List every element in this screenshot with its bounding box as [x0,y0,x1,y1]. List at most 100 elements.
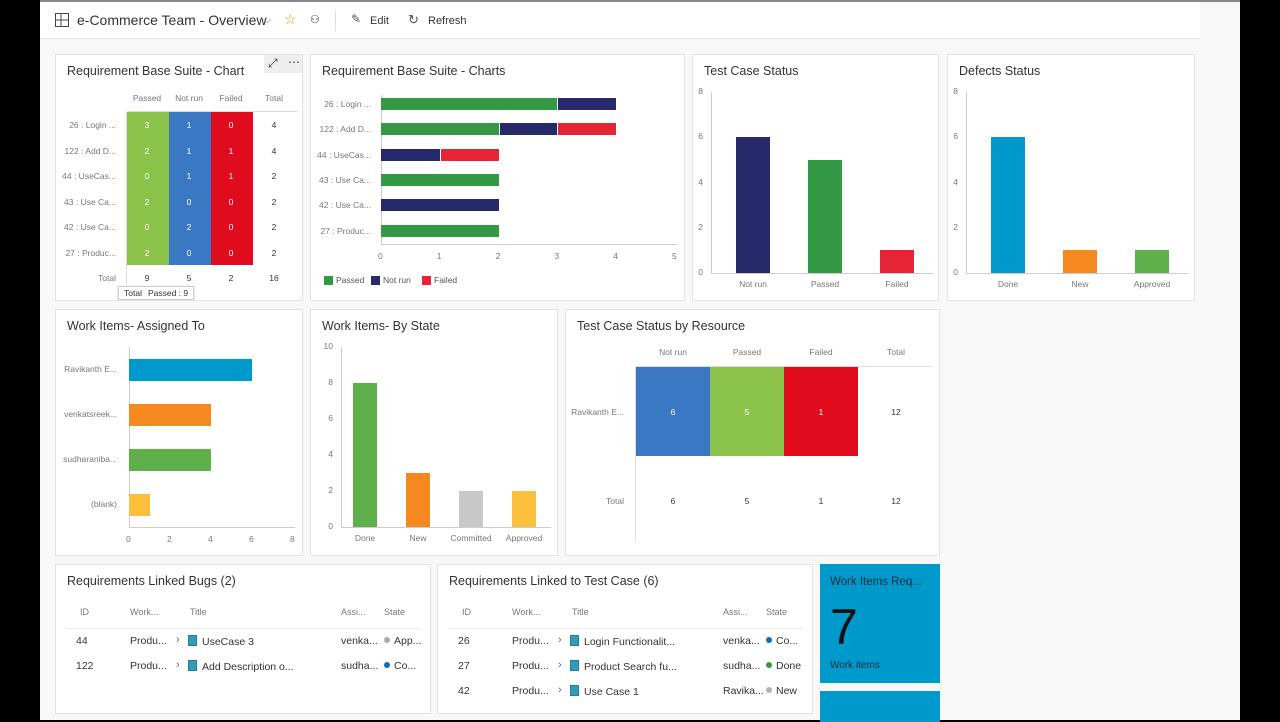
item-title-link[interactable]: Product Search fu... [570,660,677,673]
widget-requirement-base-suite-charts[interactable]: Requirement Base Suite - Charts 26 : Log… [310,54,685,301]
cell-value[interactable]: 0 [228,248,234,258]
bar-passed[interactable] [381,224,499,237]
bar[interactable] [129,494,150,516]
cell-block-failed[interactable] [784,367,858,456]
widget-defects-status[interactable]: Defects Status 0 2 4 6 8 Done New Approved [947,54,1195,301]
cell-value[interactable]: 0 [228,222,234,233]
cell-value[interactable]: 5 [744,407,750,417]
cell-block-not-run[interactable] [636,367,710,456]
widget-requirements-linked-bugs[interactable]: Requirements Linked Bugs (2) ID Work... Ti… [55,564,431,714]
bar-approved[interactable] [512,491,536,527]
cell-value[interactable]: 4 [271,145,277,156]
cell-value[interactable]: 0 [144,171,150,182]
cell-value[interactable]: 1 [186,171,192,182]
column-header[interactable]: State [384,607,406,617]
bar-done[interactable] [991,137,1025,273]
widget-requirement-base-suite-chart[interactable]: Requirement Base Suite - Chart ⤢ ⋯ Passe… [55,54,303,301]
bar-passed[interactable] [381,173,499,186]
legend-label[interactable]: Failed [434,275,458,285]
team-members-icon[interactable]: ⚇ [310,14,320,26]
widget-work-items-assigned-to[interactable]: Work Items- Assigned To Ravikanth E... ve… [55,309,303,556]
bar-passed[interactable] [808,159,842,273]
expand-icon[interactable]: ⤢ [268,56,278,70]
cell-value[interactable]: 2 [271,171,277,182]
list-item[interactable]: 26 Produ... › Login Functionalit... venka...… [438,634,808,657]
list-item[interactable]: 44 Produ... › UseCase 3 venka... App... [56,634,426,657]
column-header[interactable]: State [766,607,788,617]
chevron-right-icon[interactable]: › [558,684,562,696]
cell-value[interactable]: 2 [144,145,150,156]
bar-passed[interactable] [381,123,499,136]
bar-not-run[interactable] [381,148,440,161]
bar[interactable] [129,359,252,381]
column-header[interactable]: Work... [130,607,159,617]
widget-test-case-status[interactable]: Test Case Status 0 2 4 6 8 Not run Passed Faile… [692,54,939,301]
legend-label[interactable]: Not run [383,275,411,285]
column-header[interactable]: Work... [512,607,541,617]
tile[interactable] [820,691,940,722]
chevron-right-icon[interactable]: › [558,634,562,646]
bar-not-run[interactable] [558,98,617,110]
bar-failed[interactable] [440,148,499,161]
dashboard-title[interactable]: e-Commerce Team - Overview [77,12,267,28]
column-header[interactable]: ID [80,607,89,617]
bar-passed[interactable] [381,98,558,110]
cell-value[interactable]: 4 [271,120,277,130]
list-item[interactable]: 27 Produ... › Product Search fu... sudha... D… [438,659,808,682]
cell-value[interactable]: 1 [186,145,192,156]
cell-value[interactable]: 2 [271,196,277,207]
cell-value[interactable]: 2 [186,222,192,233]
column-header[interactable]: Title [572,607,589,617]
column-header[interactable]: Title [190,607,207,617]
cell-value[interactable]: 3 [144,120,150,130]
cell-value[interactable]: 2 [271,222,277,233]
star-icon[interactable]: ☆ [284,11,297,27]
bar-approved[interactable] [1135,250,1169,273]
chevron-down-icon[interactable]: ⌵ [263,14,272,26]
item-title-link[interactable]: Add Description o... [188,660,294,673]
widget-requirements-linked-to-test-case[interactable]: Requirements Linked to Test Case (6) ID W… [437,564,813,714]
cell-value[interactable]: 2 [271,248,277,258]
list-item[interactable]: 122 Produ... › Add Description o... sudha...… [56,659,426,682]
cell-value[interactable]: 6 [670,407,676,417]
item-title-link[interactable]: Login Functionalit... [570,635,675,648]
bar-not-run[interactable] [381,199,499,212]
item-title-link[interactable]: UseCase 3 [188,635,254,648]
refresh-button[interactable]: Refresh [428,15,467,27]
cell-value[interactable]: 0 [186,196,192,207]
cell-value[interactable]: 1 [228,145,234,156]
bar-new[interactable] [406,473,430,527]
bar-committed[interactable] [459,491,483,527]
column-header[interactable]: Assi... [723,607,748,617]
edit-button[interactable]: Edit [370,15,389,27]
cell-value[interactable]: 2 [144,196,150,207]
cell-value[interactable]: 0 [228,196,234,207]
bar-not-run[interactable] [736,137,770,273]
bar-failed[interactable] [880,250,914,273]
column-header[interactable]: Assi... [341,607,366,617]
cell-value[interactable]: 12 [891,407,901,417]
bar-not-run[interactable] [499,123,558,136]
widget-work-items-by-state[interactable]: Work Items- By State 0 2 4 6 8 10 Done New Commi… [310,309,558,556]
chevron-right-icon[interactable]: › [558,659,562,671]
bar[interactable] [129,449,211,471]
work-items-count-tile[interactable]: Work Items Req... 7 Work items [820,564,940,683]
cell-value[interactable]: 0 [228,120,234,130]
cell-block-passed[interactable] [710,367,784,456]
legend-label[interactable]: Passed [336,275,365,285]
cell-value[interactable]: 1 [186,120,192,130]
column-header[interactable]: ID [462,607,471,617]
more-options-icon[interactable]: ⋯ [288,55,300,69]
bar-done[interactable] [353,383,377,527]
list-item[interactable]: 42 Produ... › Use Case 1 Ravika... New [438,684,808,707]
bar[interactable] [129,404,211,426]
bar-new[interactable] [1063,250,1097,273]
cell-value[interactable]: 0 [144,222,150,233]
cell-value[interactable]: 0 [186,248,192,258]
item-title-link[interactable]: Use Case 1 [570,685,639,698]
widget-test-case-status-by-resource[interactable]: Test Case Status by Resource Not run Pass… [565,309,940,556]
chevron-right-icon[interactable]: › [176,659,180,671]
cell-value[interactable]: 2 [144,248,150,258]
cell-value[interactable]: 1 [228,171,234,182]
cell-value[interactable]: 1 [818,407,824,417]
